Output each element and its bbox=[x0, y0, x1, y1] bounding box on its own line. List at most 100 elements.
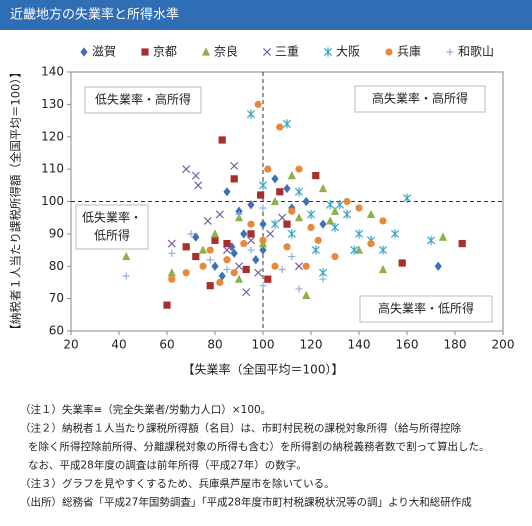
data-point bbox=[335, 200, 344, 210]
marker bbox=[167, 239, 176, 248]
marker bbox=[259, 219, 267, 229]
marker bbox=[122, 272, 130, 280]
data-point bbox=[354, 245, 364, 254]
data-point bbox=[295, 165, 303, 173]
data-point bbox=[222, 246, 232, 255]
data-point bbox=[223, 187, 231, 197]
legend-marker bbox=[323, 47, 333, 57]
data-point bbox=[247, 200, 255, 210]
marker bbox=[235, 210, 243, 219]
data-point bbox=[302, 290, 311, 299]
y-tick-label: 120 bbox=[41, 129, 64, 143]
marker bbox=[271, 262, 279, 270]
data-point bbox=[306, 209, 316, 220]
marker bbox=[122, 251, 131, 261]
x-tick-label: 20 bbox=[63, 338, 78, 352]
y-tick-label: 100 bbox=[41, 194, 64, 208]
marker bbox=[294, 262, 304, 271]
marker bbox=[295, 285, 303, 293]
data-point bbox=[122, 251, 131, 261]
marker bbox=[264, 275, 272, 283]
data-point bbox=[266, 229, 275, 238]
data-point bbox=[216, 278, 224, 287]
data-point bbox=[271, 174, 279, 184]
marker bbox=[203, 216, 212, 225]
data-point bbox=[192, 252, 200, 261]
marker bbox=[191, 171, 200, 180]
data-point bbox=[326, 216, 335, 225]
y-tick-label: 130 bbox=[41, 97, 64, 111]
marker bbox=[326, 216, 335, 225]
data-point bbox=[276, 123, 284, 131]
data-point bbox=[211, 236, 219, 244]
data-point bbox=[302, 262, 310, 270]
data-point bbox=[343, 197, 351, 206]
marker bbox=[378, 264, 388, 274]
x-tick-label: 120 bbox=[300, 338, 323, 352]
x-tick-label: 80 bbox=[207, 338, 222, 352]
marker bbox=[283, 183, 291, 194]
marker bbox=[254, 268, 263, 277]
marker bbox=[355, 204, 363, 212]
marker bbox=[278, 265, 286, 274]
marker bbox=[354, 229, 364, 239]
data-point bbox=[438, 232, 448, 241]
marker bbox=[283, 243, 291, 251]
marker bbox=[390, 229, 400, 239]
data-point bbox=[167, 239, 176, 248]
marker bbox=[240, 229, 248, 239]
marker bbox=[294, 213, 304, 222]
data-point bbox=[426, 235, 436, 245]
legend-label: 三重 bbox=[275, 45, 299, 59]
note: （出所）総務省「平成27年国勢調査」「平成28年度市町村税課税状況等の調」より大… bbox=[20, 496, 472, 509]
data-point bbox=[390, 229, 400, 239]
marker bbox=[379, 217, 387, 225]
marker bbox=[259, 236, 267, 244]
legend-label: 奈良 bbox=[214, 44, 238, 59]
data-point bbox=[242, 265, 250, 274]
data-point bbox=[254, 268, 263, 277]
marker bbox=[311, 245, 320, 255]
data-point bbox=[122, 272, 130, 280]
y-tick-label: 90 bbox=[49, 226, 64, 240]
marker bbox=[182, 269, 190, 277]
data-point bbox=[235, 210, 243, 219]
quadrant-label: 高失業率・低所得 bbox=[378, 301, 474, 316]
quadrant-box bbox=[354, 85, 486, 113]
note: （注３）グラフを見やすくするため、兵庫県芦屋市を除いている。 bbox=[20, 477, 335, 490]
legend-marker bbox=[385, 48, 393, 56]
data-point bbox=[187, 230, 195, 238]
data-point bbox=[218, 136, 226, 144]
marker bbox=[288, 207, 296, 215]
legend-marker bbox=[201, 47, 211, 56]
marker bbox=[294, 187, 304, 197]
marker bbox=[223, 256, 231, 264]
data-point bbox=[288, 207, 296, 215]
data-point bbox=[230, 269, 238, 277]
data-point bbox=[206, 282, 214, 290]
data-point bbox=[218, 271, 226, 281]
data-point bbox=[242, 288, 251, 297]
marker bbox=[254, 100, 262, 108]
legend-label: 和歌山 bbox=[458, 44, 494, 59]
y-axis-label: 【納税者１人当たり課税所得額（全国平均＝100）】 bbox=[9, 66, 23, 335]
data-point bbox=[271, 262, 279, 270]
marker bbox=[211, 236, 219, 244]
note: （注１）失業率≡（完全失業者/労動力人口）×100。 bbox=[20, 403, 271, 416]
data-point bbox=[302, 196, 310, 207]
data-point bbox=[379, 217, 387, 225]
marker bbox=[246, 109, 256, 119]
legend-marker bbox=[80, 47, 88, 57]
data-point bbox=[230, 175, 238, 183]
data-point bbox=[198, 245, 208, 254]
marker bbox=[271, 174, 279, 184]
marker bbox=[211, 261, 219, 271]
data-point bbox=[354, 229, 364, 239]
data-point bbox=[287, 229, 296, 239]
marker bbox=[326, 200, 335, 210]
quadrant-box bbox=[84, 86, 202, 114]
legend-label: 兵庫 bbox=[397, 45, 421, 59]
data-point bbox=[240, 229, 248, 239]
marker bbox=[302, 196, 310, 207]
data-point bbox=[230, 161, 239, 170]
